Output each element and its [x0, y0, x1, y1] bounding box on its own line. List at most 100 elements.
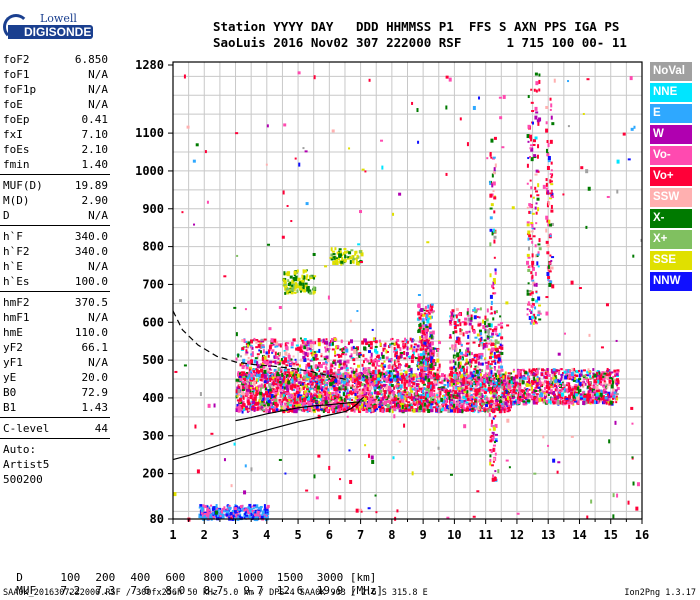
- echo-point: [495, 390, 498, 394]
- echo-point: [389, 375, 393, 379]
- echo-point: [544, 371, 547, 375]
- echo-point: [436, 395, 440, 399]
- echo-point: [339, 374, 343, 379]
- echo-point: [571, 378, 575, 381]
- echo-point: [375, 395, 379, 399]
- echo-point: [611, 380, 614, 385]
- echo-point: [445, 391, 448, 396]
- echo-point: [484, 329, 487, 334]
- echo-point: [425, 309, 429, 312]
- echo-point: [440, 407, 444, 412]
- echo-point: [280, 402, 283, 406]
- echo-point: [474, 309, 478, 314]
- echo-point: [335, 396, 339, 399]
- echo-point: [341, 348, 344, 353]
- echo-point: [251, 407, 255, 410]
- echo-point: [616, 397, 619, 401]
- echo-point: [484, 361, 488, 364]
- param-name: h`F2: [3, 245, 30, 258]
- params-group-confidence: C-level 44: [0, 421, 110, 436]
- echo-point: [419, 336, 422, 341]
- echo-point: [394, 343, 398, 346]
- echo-point: [318, 369, 321, 373]
- echo-point: [281, 406, 284, 411]
- echo-point: [269, 391, 273, 394]
- echo-point: [506, 394, 510, 397]
- echo-point: [616, 386, 620, 390]
- echo-point: [508, 404, 512, 408]
- echo-point: [246, 374, 249, 379]
- echo-point: [334, 350, 337, 355]
- echo-point: [512, 376, 516, 381]
- echo-point: [315, 400, 319, 403]
- echo-point: [469, 395, 472, 400]
- echo-point: [484, 357, 487, 360]
- echo-point: [373, 400, 376, 403]
- echo-point: [486, 374, 489, 377]
- echo-point: [371, 377, 374, 382]
- echo-point: [235, 408, 239, 413]
- echo-point: [411, 388, 414, 391]
- echo-point: [306, 396, 310, 401]
- echo-point: [325, 363, 328, 366]
- echo-point: [249, 386, 252, 389]
- echo-point: [597, 399, 600, 404]
- echo-point: [580, 369, 583, 373]
- echo-point: [368, 344, 371, 348]
- echo-point: [478, 316, 481, 319]
- echo-point: [496, 403, 500, 406]
- echo-point: [323, 380, 326, 385]
- echo-point: [452, 359, 455, 363]
- echo-point: [428, 364, 431, 369]
- echo-point: [587, 398, 590, 402]
- echo-point: [322, 362, 326, 366]
- echo-point: [377, 369, 381, 373]
- echo-point: [258, 384, 262, 388]
- echo-point: [325, 391, 328, 396]
- echo-point: [424, 335, 428, 339]
- echo-point: [320, 353, 323, 357]
- echo-point: [334, 398, 338, 402]
- echo-point: [281, 372, 285, 377]
- echo-point: [374, 348, 378, 353]
- echo-point: [397, 397, 400, 400]
- echo-point: [578, 373, 581, 378]
- echo-point: [418, 325, 422, 330]
- echo-point: [317, 338, 321, 343]
- echo-point: [344, 371, 348, 375]
- echo-point: [422, 321, 425, 325]
- echo-point: [515, 382, 518, 387]
- echo-point: [268, 388, 272, 392]
- echo-point: [499, 315, 502, 318]
- echo-point: [364, 375, 367, 378]
- echo-point: [474, 407, 477, 410]
- echo-point: [483, 408, 487, 411]
- echo-point: [337, 360, 340, 363]
- echo-point: [479, 373, 482, 377]
- echo-point: [292, 362, 296, 365]
- echo-point: [547, 374, 551, 378]
- echo-point: [434, 372, 438, 377]
- echo-point: [535, 373, 538, 376]
- echo-point: [386, 370, 390, 375]
- echo-point: [374, 369, 377, 374]
- echo-point: [257, 372, 260, 375]
- echo-point: [463, 391, 467, 394]
- echo-point: [420, 379, 423, 383]
- echo-point: [255, 407, 259, 412]
- echo-point: [357, 380, 360, 383]
- echo-point: [423, 406, 427, 411]
- echo-point: [462, 376, 466, 381]
- echo-point: [417, 304, 421, 308]
- echo-point: [450, 403, 453, 406]
- echo-point: [428, 389, 431, 394]
- echo-point: [443, 384, 447, 387]
- echo-point: [459, 328, 462, 333]
- echo-point: [362, 360, 365, 364]
- echo-point: [259, 391, 263, 396]
- echo-point: [283, 396, 287, 401]
- echo-point: [430, 400, 434, 405]
- echo-point: [403, 376, 406, 380]
- echo-point: [273, 401, 277, 405]
- echo-point: [517, 384, 520, 388]
